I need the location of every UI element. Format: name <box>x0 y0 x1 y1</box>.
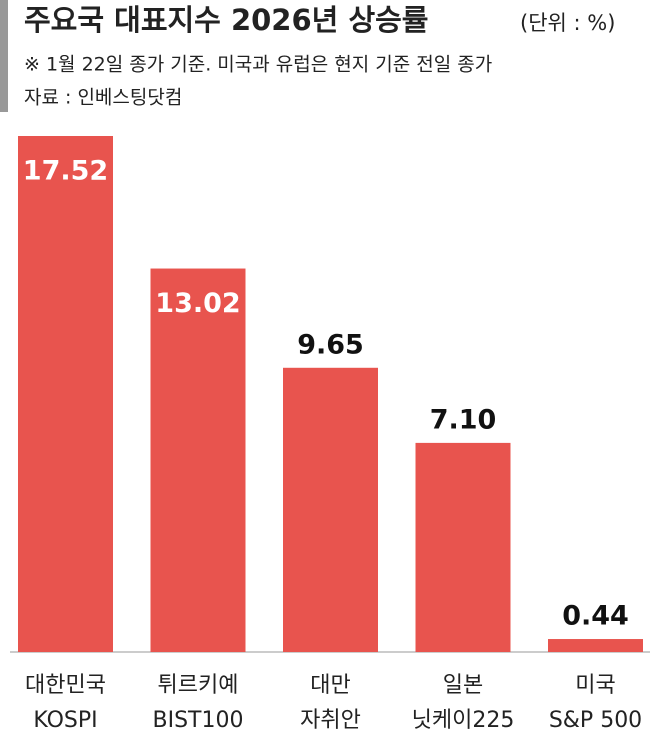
source: 자료 : 인베스팅닷컴 <box>24 87 182 109</box>
bar <box>548 639 643 652</box>
bar <box>150 268 246 652</box>
x-tick-label: 일본 <box>443 673 483 698</box>
bar <box>283 367 378 652</box>
x-tick-label: 미국 <box>575 673 615 698</box>
chart-title: 주요국 대표지수 2026년 상승률 <box>24 3 428 37</box>
x-tick-label: 대만 <box>310 673 350 698</box>
accent-bar <box>0 0 8 112</box>
subtitle: ※ 1월 22일 종가 기준. 미국과 유럽은 현지 기준 전일 종가 <box>24 54 492 76</box>
value-label: 17.52 <box>23 156 108 187</box>
x-tick-label: KOSPI <box>33 708 97 733</box>
x-tick-label: 튀르키예 <box>158 673 239 698</box>
value-label: 7.10 <box>430 404 497 435</box>
bar <box>18 136 113 652</box>
unit-label: (단위 : %) <box>520 11 615 35</box>
x-tick-label: BIST100 <box>153 708 244 733</box>
value-label: 9.65 <box>297 329 364 360</box>
bar <box>415 442 511 652</box>
value-label: 0.44 <box>562 601 629 632</box>
value-label: 13.02 <box>155 288 240 319</box>
x-tick-label: 자취안 <box>300 708 361 733</box>
x-tick-label: 닛케이225 <box>412 708 515 733</box>
x-tick-label: 대한민국 <box>25 673 106 698</box>
x-tick-label: S&P 500 <box>549 708 642 733</box>
